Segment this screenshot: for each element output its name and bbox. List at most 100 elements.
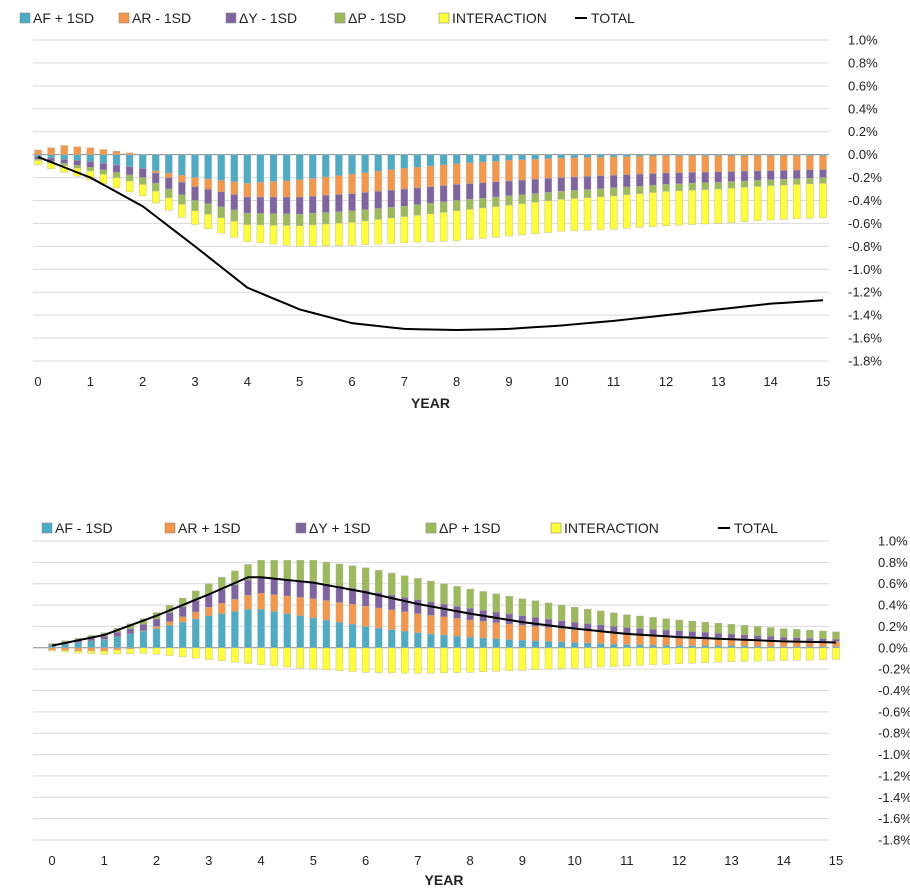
- legend-item-ar-1sd: AR - 1SD: [118, 10, 191, 26]
- legend-swatch: [164, 522, 176, 534]
- bar-segment-y-1sd: [714, 632, 723, 638]
- bar-segment-interaction: [740, 647, 749, 662]
- bar-segment-ar-1sd: [112, 151, 121, 155]
- bar-segment-af-1sd: [662, 645, 670, 648]
- bar-segment-af-1sd: [309, 617, 318, 648]
- bar-segment-p-1sd: [388, 572, 396, 596]
- bar-segment-af-1sd: [623, 644, 631, 648]
- bar-segment-ar-1sd: [99, 149, 108, 155]
- bar-segment-interaction: [806, 183, 814, 219]
- legend-swatch: [334, 12, 346, 24]
- bar-segment-af-1sd: [675, 645, 683, 648]
- bar-segment-p-1sd: [374, 570, 383, 593]
- bar-segment-interaction: [34, 160, 42, 166]
- bar-segment-interaction: [322, 647, 331, 671]
- bar-segment-interaction: [388, 647, 396, 674]
- bar-segment-interaction: [479, 647, 487, 673]
- bar-segment-interaction: [453, 647, 461, 673]
- bar-segment-p-1sd: [544, 602, 553, 620]
- bar-segment-interaction: [806, 647, 814, 661]
- legend-label: ΔY + 1SD: [309, 520, 371, 536]
- bar-segment-ar-1sd: [270, 594, 278, 612]
- bar-segment-interaction: [440, 647, 448, 674]
- bar-segment-ar-1sd: [348, 604, 357, 625]
- bar-segment-af-1sd: [570, 642, 579, 648]
- bar-segment-p-1sd: [819, 630, 827, 639]
- bar-segment-af-1sd: [636, 644, 644, 648]
- bar-segment-interaction: [492, 647, 500, 672]
- bar-segment-af-1sd: [701, 645, 710, 648]
- bar-segment-ar-1sd: [361, 605, 370, 627]
- bar-segment-y-1sd: [178, 606, 187, 618]
- bar-segment-ar-1sd: [231, 598, 239, 612]
- bar-segment-af-1sd: [218, 613, 226, 648]
- y-tick-label: -0.8%: [848, 239, 882, 254]
- bar-segment-interaction: [138, 184, 147, 197]
- bar-segment-ar-1sd: [178, 616, 187, 623]
- bar-segment-ar-1sd: [505, 623, 514, 640]
- bar-segment-interaction: [688, 647, 696, 664]
- bar-segment-interaction: [766, 185, 775, 221]
- bar-segment-af-1sd: [113, 636, 122, 648]
- bar-segment-p-1sd: [283, 560, 291, 580]
- legend-swatch: [118, 12, 130, 24]
- bar-segment-interaction: [636, 193, 644, 228]
- bar-segment-interaction: [282, 225, 291, 246]
- bar-segment-interaction: [192, 647, 200, 659]
- bar-segment-interaction: [152, 647, 161, 655]
- bar-segment-af-1sd: [335, 621, 344, 648]
- legend-label: AF + 1SD: [33, 10, 94, 26]
- bar-segment-p-1sd: [505, 596, 514, 615]
- bar-segment-interaction: [793, 647, 801, 661]
- bar-segment-p-1sd: [793, 629, 801, 638]
- legend-label: ΔP - 1SD: [348, 10, 406, 26]
- legend-item-p-1sd: ΔP - 1SD: [334, 10, 406, 26]
- bar-segment-p-1sd: [688, 620, 696, 632]
- bar-segment-y-1sd: [753, 635, 762, 640]
- bar-segment-af-1sd: [740, 645, 749, 648]
- bar-segment-interaction: [584, 647, 592, 668]
- legend-swatch: [225, 12, 237, 24]
- bar-segment-y-1sd: [165, 612, 174, 622]
- bar-segment-af-1sd: [192, 618, 200, 648]
- bar-segment-interaction: [61, 650, 69, 653]
- bar-segment-af-1sd: [374, 627, 383, 648]
- x-tick-label: 12: [659, 374, 673, 389]
- bar-segment-p-1sd: [832, 631, 840, 640]
- bar-segment-interaction: [688, 189, 696, 225]
- bar-segment-interaction: [244, 647, 252, 664]
- bar-segment-interaction: [191, 210, 199, 225]
- y-tick-label: 0.0%: [848, 147, 878, 162]
- bar-segment-interaction: [793, 184, 801, 220]
- bar-segment-p-1sd: [636, 615, 644, 629]
- bar-segment-y-1sd: [675, 630, 683, 637]
- y-tick-label: -1.6%: [878, 811, 910, 826]
- bar-segment-ar-1sd: [48, 647, 56, 651]
- bar-segment-af-1sd: [322, 619, 331, 648]
- bar-segment-y-1sd: [283, 579, 291, 597]
- bar-segment-af-1sd: [61, 643, 69, 648]
- bar-segment-interaction: [335, 647, 344, 671]
- total-line: [51, 576, 837, 647]
- bar-segment-p-1sd: [414, 578, 422, 600]
- bar-segment-interaction: [466, 209, 474, 240]
- bar-segment-ar-1sd: [466, 619, 474, 638]
- bar-segment-y-1sd: [662, 629, 670, 636]
- chart-top: 1.0% 0.8% 0.6% 0.4% 0.2% 0.0% -0.2% -0.4% -0.6% -…: [19, 10, 882, 411]
- bar-segment-interaction: [87, 650, 95, 654]
- x-tick-label: 4: [244, 374, 251, 389]
- bar-segment-interaction: [492, 206, 500, 238]
- bar-segment-interaction: [675, 647, 683, 665]
- bar-segment-y-1sd: [440, 603, 448, 618]
- bar-segment-ar-1sd: [296, 597, 304, 616]
- bar-segment-interaction: [452, 210, 461, 241]
- bar-segment-ar-1sd: [100, 647, 108, 652]
- legend-item-p-1sd: ΔP + 1SD: [425, 520, 501, 536]
- bar-segment-ar-1sd: [570, 629, 579, 643]
- bar-segment-interaction: [610, 647, 618, 667]
- bar-segment-ar-1sd: [61, 647, 69, 651]
- bar-segment-interaction: [231, 647, 239, 663]
- bar-segment-interaction: [518, 203, 526, 236]
- bar-segment-interaction: [295, 225, 304, 247]
- bar-segment-af-1sd: [139, 631, 148, 648]
